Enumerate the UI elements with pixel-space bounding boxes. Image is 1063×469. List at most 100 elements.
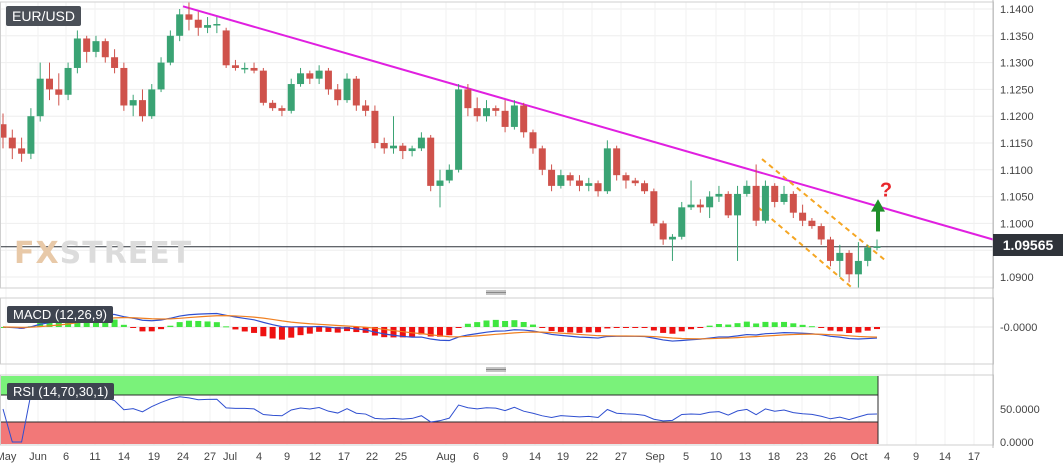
candle-body [343, 78, 351, 101]
candle-body [789, 193, 797, 213]
candle-body [92, 41, 100, 52]
candle-body [575, 180, 583, 186]
macd-histogram-bar [260, 327, 267, 337]
macd-histogram-bar [641, 327, 648, 328]
candle-body [101, 41, 109, 58]
candle-body [269, 102, 277, 109]
candle-body [259, 70, 267, 103]
candle-body [194, 19, 202, 28]
macd-histogram-bar [799, 324, 806, 327]
candle-body [297, 73, 305, 85]
candle-body [8, 137, 16, 149]
x-tick-label: 14 [118, 451, 130, 463]
candle-body [176, 14, 184, 36]
macd-histogram-bar [232, 327, 239, 330]
x-tick-label: 9 [284, 451, 290, 463]
x-tick-label: Oct [850, 451, 867, 463]
macd-histogram-bar [836, 327, 843, 332]
candle-body [492, 108, 500, 111]
macd-histogram-bar [344, 327, 351, 332]
macd-histogram-bar [409, 327, 416, 337]
candle-body [231, 65, 239, 68]
macd-histogram-bar [130, 327, 137, 328]
candle-body [566, 175, 574, 181]
macd-histogram-bar [474, 322, 481, 327]
candle-body [455, 89, 463, 170]
candle-body [18, 148, 26, 154]
axes: 1.1400 1.1350 1.1300 1.1250 1.1200 1.1150 1.11… [0, 0, 1040, 463]
candle-body [585, 183, 593, 186]
macd-histogram-bar [334, 327, 341, 333]
candle-body [55, 89, 63, 95]
macd-histogram-bar [743, 321, 750, 327]
macd-histogram-bar [371, 327, 378, 336]
macd-histogram-bar [223, 326, 230, 328]
candle-body [659, 223, 667, 240]
candle-body [64, 67, 72, 95]
macd-histogram-bar [827, 327, 834, 331]
macd-histogram-bar [418, 327, 425, 335]
candle-body [864, 247, 872, 261]
x-tick-label: 17 [338, 451, 350, 463]
macd-line [2, 312, 878, 342]
x-tick-label: 5 [683, 451, 689, 463]
macd-histogram-bar [437, 327, 443, 337]
macd-histogram-bar [195, 320, 202, 327]
macd-histogram-bar [595, 327, 602, 333]
price-tick-label: 1.1400 [1000, 4, 1034, 16]
candle-body [836, 252, 844, 261]
macd-histogram-bar [120, 324, 127, 327]
candle-body [287, 84, 295, 111]
macd-histogram-bar [167, 325, 174, 327]
macd-label: MACD (12,26,9) [7, 306, 113, 323]
candle-body [399, 145, 407, 152]
candle-body [808, 220, 816, 227]
candle-body [715, 193, 723, 197]
x-tick-label: 27 [615, 451, 627, 463]
candle-body [548, 169, 556, 186]
candle-body [510, 105, 518, 127]
candle-body [743, 185, 751, 194]
x-tick-label: Sep [645, 451, 665, 463]
macd-histogram-bar [567, 327, 574, 333]
x-tick-label: May [0, 451, 17, 463]
x-tick-label: 22 [586, 451, 598, 463]
candle-body [845, 252, 853, 275]
candle-body [222, 30, 230, 66]
macd-tick-label: -0.0000 [1000, 322, 1037, 334]
candle-body [380, 143, 388, 149]
macd-histogram-bar [316, 327, 323, 332]
macd-histogram-bar [455, 327, 462, 328]
last-price-tag: 1.09565 [993, 234, 1063, 256]
macd-histogram-bar [176, 322, 183, 327]
macd-histogram-bar [427, 327, 434, 337]
macd-histogram-bar [548, 327, 555, 332]
candle-body [436, 180, 444, 186]
macd-histogram-bar [213, 322, 220, 327]
grid-lines [0, 2, 993, 445]
candle-body [473, 108, 481, 117]
x-tick-label: 12 [309, 451, 321, 463]
macd-histogram-bar [818, 327, 825, 328]
x-tick-label: 11 [89, 451, 100, 463]
x-tick-label: 6 [473, 451, 479, 463]
candle-body [603, 148, 611, 192]
candle-body [650, 191, 658, 224]
macd-histogram-bar [446, 327, 453, 336]
candle-body [278, 108, 286, 111]
macd-histogram-bar [520, 322, 527, 327]
candle-body [315, 70, 323, 79]
macd-histogram-bar [185, 320, 192, 327]
rsi-tick-label: 50.0000 [1000, 404, 1040, 416]
macd-histogram-bar [241, 327, 248, 332]
candle-body [250, 67, 258, 71]
candle-body [734, 193, 742, 216]
candle-body [817, 226, 825, 240]
macd-histogram-bar [678, 327, 685, 332]
candle-body [799, 212, 807, 221]
candle-body [352, 78, 360, 106]
candle-body [306, 73, 314, 79]
candle-body [27, 116, 35, 154]
candle-body [482, 108, 490, 117]
channel-lower-line [757, 206, 853, 289]
